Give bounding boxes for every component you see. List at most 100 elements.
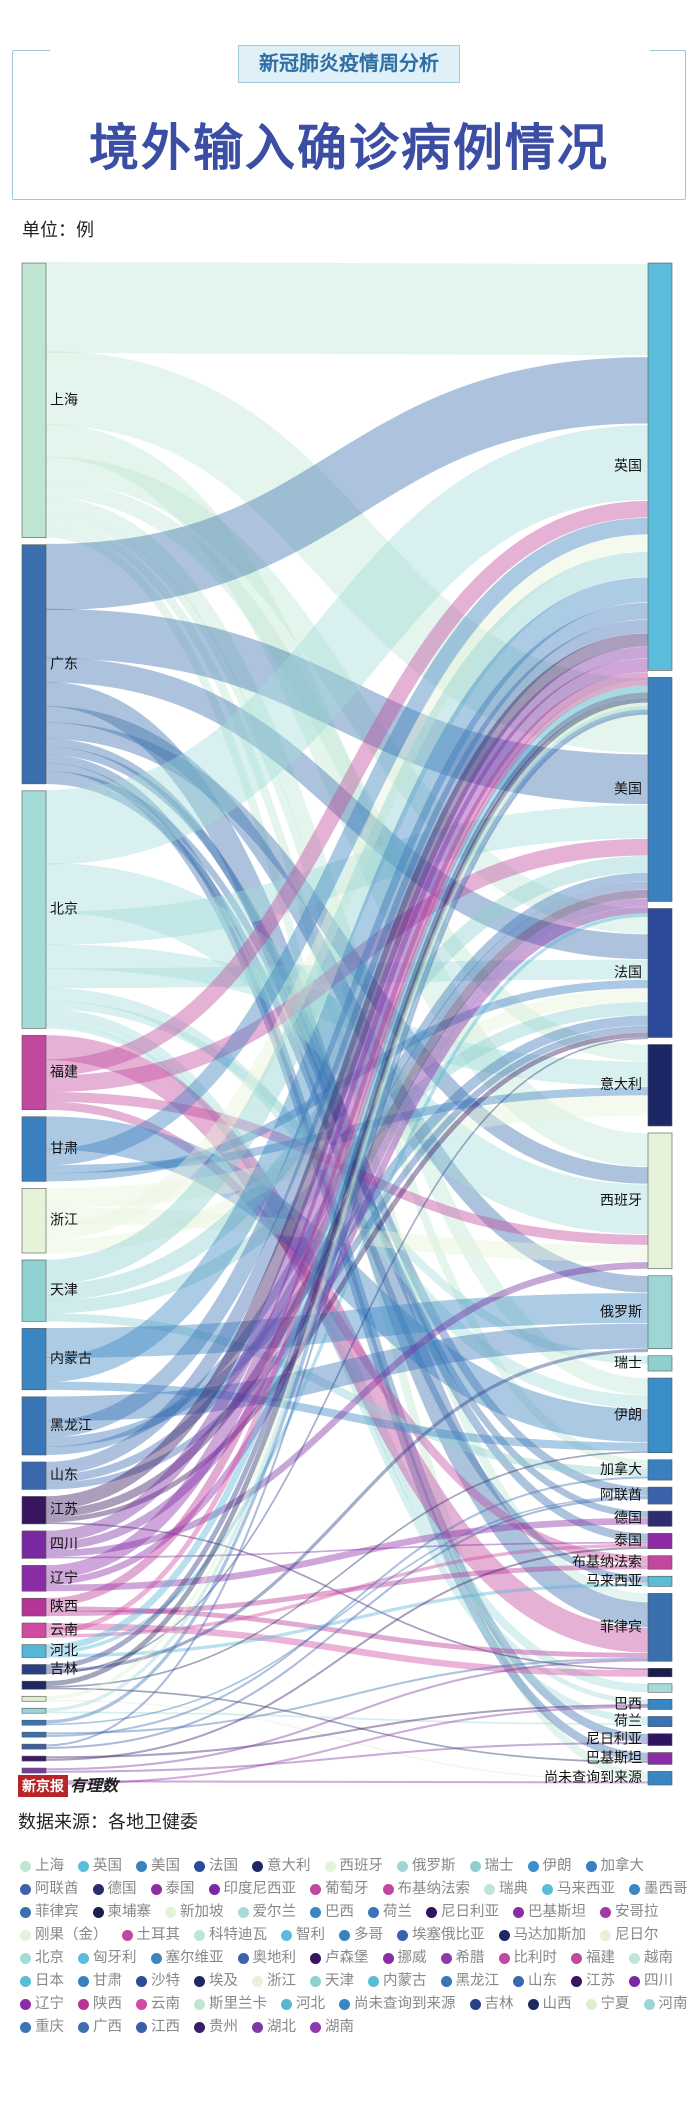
flow-link [45, 1015, 649, 1448]
flow-link [45, 738, 649, 1542]
legend-dot-icon [194, 1976, 205, 1987]
legend-label: 陕西 [93, 1996, 122, 2012]
legend-item: 山东 [513, 1973, 557, 1990]
flow-link [45, 1000, 649, 1365]
legend-item: 沙特 [136, 1973, 180, 1990]
target-node-label: 法国 [614, 965, 642, 981]
source-node-bar [21, 1695, 47, 1702]
flow-link [45, 712, 649, 1747]
legend-item: 尼日利亚 [426, 1904, 499, 1921]
flow-link [45, 551, 649, 1285]
flow-link [45, 1025, 649, 1490]
legend-item: 越南 [629, 1950, 673, 1967]
flow-link [45, 1348, 649, 1673]
legend-item: 巴基斯坦 [513, 1904, 586, 1921]
flow-link [45, 1705, 649, 1785]
legend-label: 四川 [644, 1973, 673, 1989]
source-node-label: 四川 [50, 1537, 78, 1553]
legend-label: 河南 [658, 1996, 688, 2012]
flow-link [45, 1476, 649, 1737]
target-node-bar [647, 1575, 673, 1587]
legend-dot-icon [208, 1884, 220, 1895]
legend-dot-icon [527, 1861, 539, 1872]
legend-dot-icon [368, 1976, 379, 1987]
legend-label: 尼日利亚 [441, 1904, 499, 1920]
flow-link [45, 1002, 649, 1314]
legend-dot-icon [600, 1907, 611, 1918]
legend-label: 葡萄牙 [325, 1881, 369, 1897]
flow-link [45, 480, 649, 1062]
legend-dot-icon [252, 1976, 263, 1987]
legend-dot-icon [194, 1861, 205, 1872]
legend-label: 法国 [209, 1858, 238, 1874]
legend-item: 河南 [643, 1996, 688, 2013]
legend-dot-icon [513, 1976, 524, 1987]
legend-dot-icon [281, 1930, 292, 1941]
flow-link [45, 1023, 649, 1705]
page-title: 境外输入确诊病例情况 [89, 119, 609, 177]
legend-item: 希腊 [440, 1950, 485, 1967]
legend-dot-icon [150, 1953, 162, 1964]
flow-link [45, 881, 649, 1484]
legend-label: 匈牙利 [93, 1950, 137, 1966]
legend-label: 甘肃 [93, 1973, 122, 1989]
target-node-label: 泰国 [614, 1533, 642, 1549]
flow-link [45, 1606, 649, 1658]
legend-dot-icon [237, 1953, 249, 1964]
legend-label: 内蒙古 [383, 1973, 427, 1989]
flow-link [45, 1293, 649, 1358]
legend-label: 辽宁 [35, 1996, 64, 2012]
flow-link [45, 959, 649, 989]
flow-link [45, 1517, 649, 1592]
target-node-bar [647, 1132, 673, 1270]
target-node-label: 尚未查询到来源 [544, 1770, 642, 1786]
legend-dot-icon [78, 1976, 89, 1987]
brand-name: 新京报 [18, 1775, 68, 1797]
legend-label: 英国 [93, 1858, 122, 1874]
flow-link [45, 754, 649, 1743]
legend-label: 印度尼西亚 [223, 1881, 297, 1897]
legend-dot-icon [498, 1953, 510, 1964]
target-node-bar [647, 1533, 673, 1549]
legend-item: 科特迪瓦 [194, 1927, 267, 1944]
legend-label: 瑞典 [499, 1881, 528, 1897]
legend-label: 斯里兰卡 [209, 1996, 267, 2012]
source-label: 数据来源：各地卫健委 [18, 1812, 198, 1833]
flow-link [45, 855, 649, 1301]
flow-link [45, 1699, 649, 1782]
legend-label: 埃及 [209, 1973, 238, 1989]
legend-dot-icon [121, 1930, 133, 1941]
flow-link [45, 805, 649, 945]
legend-dot-icon [20, 1976, 31, 1987]
target-node-label: 荷兰 [614, 1714, 642, 1730]
flow-link [45, 697, 649, 1687]
flow-link [45, 722, 649, 1184]
legend-dot-icon [527, 1999, 539, 2010]
flow-link [45, 987, 649, 1409]
target-node-bar [647, 1683, 673, 1693]
legend-dot-icon [92, 1907, 104, 1918]
flow-link [45, 1087, 649, 1174]
source-node-bar [21, 1396, 47, 1456]
legend-dot-icon [629, 1953, 640, 1964]
legend-dot-icon [194, 1930, 205, 1941]
legend-label: 菲律宾 [35, 1904, 79, 1920]
legend-label: 土耳其 [136, 1927, 181, 1943]
flow-link [45, 862, 649, 1235]
legend-dot-icon [571, 1953, 582, 1964]
flow-link [45, 1564, 649, 1617]
target-node-label: 俄罗斯 [600, 1304, 642, 1320]
legend-dot-icon [237, 1907, 249, 1918]
target-node-label: 阿联酋 [600, 1487, 642, 1504]
legend-item: 意大利 [252, 1858, 311, 1875]
flow-link [45, 944, 649, 1087]
legend-item: 菲律宾 [20, 1904, 79, 1921]
source-node-bar [21, 1328, 47, 1391]
legend-label: 福建 [586, 1950, 615, 1966]
target-node-bar [647, 1668, 673, 1678]
target-node-bar [647, 1510, 673, 1527]
legend-label: 加拿大 [600, 1858, 645, 1874]
source-node-bar [21, 544, 47, 785]
source-node-label: 福建 [50, 1065, 78, 1081]
sankey-links [45, 261, 649, 1785]
